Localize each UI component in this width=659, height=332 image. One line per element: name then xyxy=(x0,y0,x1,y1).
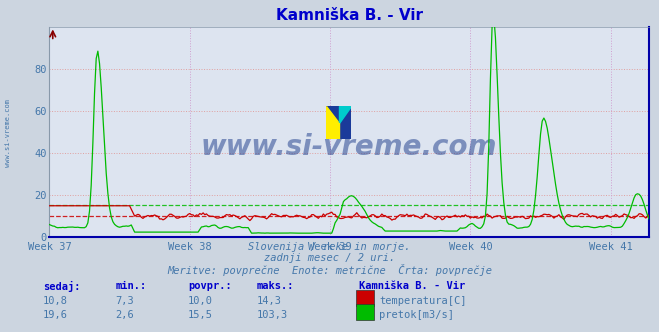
Text: Slovenija / reke in morje.: Slovenija / reke in morje. xyxy=(248,242,411,252)
Text: www.si-vreme.com: www.si-vreme.com xyxy=(5,99,11,167)
Text: povpr.:: povpr.: xyxy=(188,281,231,290)
Text: pretok[m3/s]: pretok[m3/s] xyxy=(379,310,454,320)
Text: www.si-vreme.com: www.si-vreme.com xyxy=(201,133,498,161)
Text: Kamniška B. - Vir: Kamniška B. - Vir xyxy=(359,281,465,290)
Text: 10,0: 10,0 xyxy=(188,296,213,306)
Polygon shape xyxy=(326,106,351,139)
Text: 10,8: 10,8 xyxy=(43,296,68,306)
Polygon shape xyxy=(339,106,351,123)
Title: Kamniška B. - Vir: Kamniška B. - Vir xyxy=(275,8,423,23)
Text: 2,6: 2,6 xyxy=(115,310,134,320)
Text: maks.:: maks.: xyxy=(257,281,295,290)
Text: 103,3: 103,3 xyxy=(257,310,288,320)
Text: zadnji mesec / 2 uri.: zadnji mesec / 2 uri. xyxy=(264,253,395,263)
Text: 15,5: 15,5 xyxy=(188,310,213,320)
Polygon shape xyxy=(326,106,339,123)
Text: 14,3: 14,3 xyxy=(257,296,282,306)
Text: min.:: min.: xyxy=(115,281,146,290)
Text: 7,3: 7,3 xyxy=(115,296,134,306)
Text: 19,6: 19,6 xyxy=(43,310,68,320)
Text: sedaj:: sedaj: xyxy=(43,281,80,291)
Text: temperatura[C]: temperatura[C] xyxy=(379,296,467,306)
Text: Meritve: povprečne  Enote: metrične  Črta: povprečje: Meritve: povprečne Enote: metrične Črta:… xyxy=(167,264,492,276)
Polygon shape xyxy=(326,123,339,139)
